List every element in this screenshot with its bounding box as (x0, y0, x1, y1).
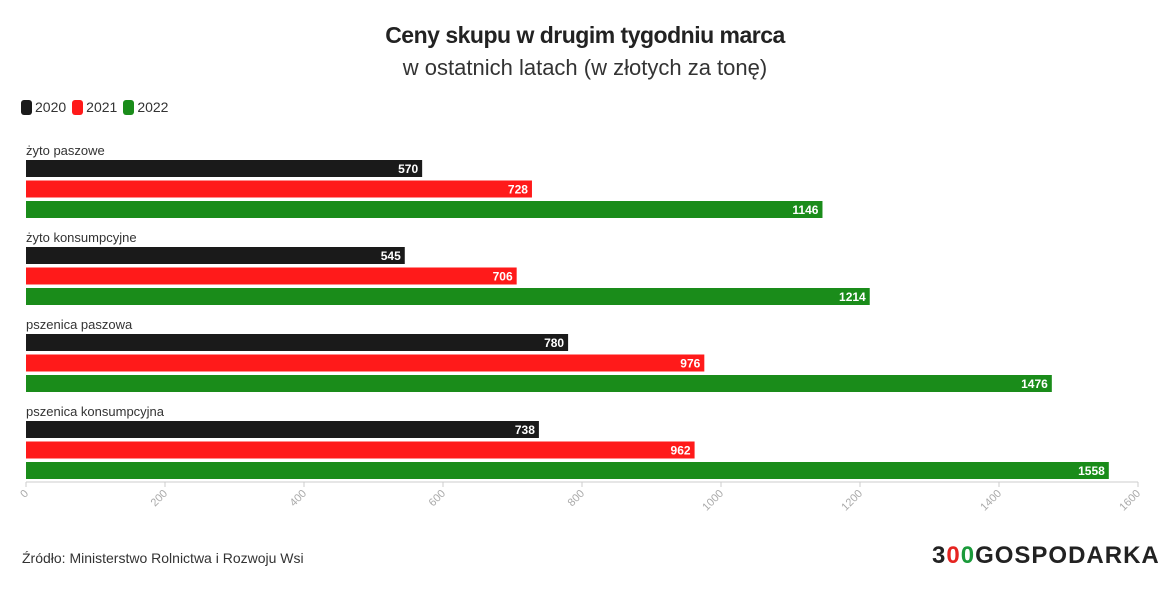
data-label: 1214 (839, 290, 866, 304)
data-label: 1476 (1021, 377, 1048, 391)
x-tick-label: 0 (18, 488, 31, 501)
legend-swatch (21, 99, 32, 115)
chart-title: Ceny skupu w drugim tygodniu marca (385, 22, 785, 48)
bar (26, 267, 517, 285)
bar (26, 334, 569, 351)
x-tick-label: 1200 (839, 488, 865, 514)
bar (26, 180, 532, 198)
data-label: 545 (381, 249, 401, 263)
bar (26, 354, 705, 372)
x-tick-label: 400 (288, 488, 309, 509)
data-label: 780 (544, 336, 564, 350)
data-label: 1558 (1078, 464, 1105, 478)
data-label: 962 (671, 444, 691, 458)
bar (26, 441, 695, 459)
legend-swatch (123, 99, 135, 115)
legend: 2020 2021 2022 (21, 99, 168, 115)
bar (26, 201, 823, 218)
brand-logo: 300GOSPODARKA (932, 542, 1160, 569)
legend-item: 2021 (72, 99, 117, 115)
data-label: 976 (680, 357, 700, 371)
legend-item: 2022 (123, 99, 168, 115)
legend-label: 2021 (86, 99, 118, 115)
legend-swatch (72, 99, 84, 115)
x-tick-label: 1000 (700, 488, 726, 514)
bar (26, 375, 1052, 392)
bar (26, 421, 539, 438)
legend-label: 2020 (35, 99, 67, 115)
category-label: żyto paszowe (26, 143, 105, 158)
data-label: 706 (493, 270, 513, 284)
source-note: Źródło: Ministerstwo Rolnictwa i Rozwoju… (22, 550, 304, 566)
x-tick-label: 200 (149, 488, 170, 509)
x-tick-label: 1400 (978, 488, 1004, 514)
data-label: 1146 (792, 203, 818, 217)
x-tick-label: 600 (427, 488, 448, 509)
bar (26, 160, 423, 177)
data-label: 570 (398, 162, 418, 176)
data-label: 738 (515, 423, 535, 437)
bar (26, 288, 870, 305)
x-tick-label: 1600 (1117, 488, 1143, 514)
category-label: żyto konsumpcyjne (26, 230, 137, 245)
bar (26, 247, 405, 264)
data-label: 728 (508, 183, 528, 197)
bar (26, 462, 1109, 479)
x-tick-label: 800 (566, 488, 587, 509)
legend-item: 2020 (21, 99, 66, 115)
category-label: pszenica konsumpcyjna (26, 404, 165, 419)
legend-label: 2022 (137, 99, 169, 115)
chart-subtitle: w ostatnich latach (w złotych za tonę) (402, 55, 768, 80)
category-label: pszenica paszowa (26, 317, 133, 332)
